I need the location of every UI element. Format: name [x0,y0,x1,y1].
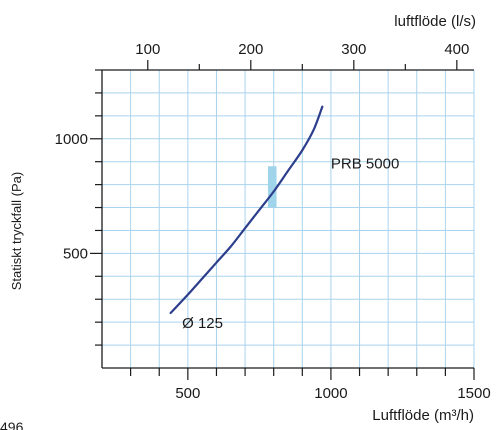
x-axis-title: Luftflöde (m³/h) [372,407,474,424]
top-tick-label: 300 [341,41,366,58]
grid [101,69,475,368]
x-tick-label: 500 [175,385,200,402]
top-tick-label: 100 [135,41,160,58]
top-tick-label: 400 [444,41,469,58]
top-axis-title: luftflöde (l/s) [394,13,476,30]
x-tick-label: 1000 [314,385,347,402]
top-tick-label: 200 [238,41,263,58]
tick-labels: 500 1000 1500 100 200 300 400 500 1000 [55,41,491,402]
y-tick-label: 500 [63,245,88,262]
x-tick-label: 1500 [457,385,490,402]
y-axis-title: Statiskt tryckfall (Pa) [9,172,24,290]
series-line [169,105,324,315]
annotation-diameter: Ø 125 [182,315,223,332]
highlight-band [267,166,277,208]
corner-text: 496 [0,419,24,430]
ticks [90,60,475,380]
annotation-model: PRB 5000 [331,156,399,173]
y-tick-label: 1000 [55,131,88,148]
axes [101,69,474,369]
